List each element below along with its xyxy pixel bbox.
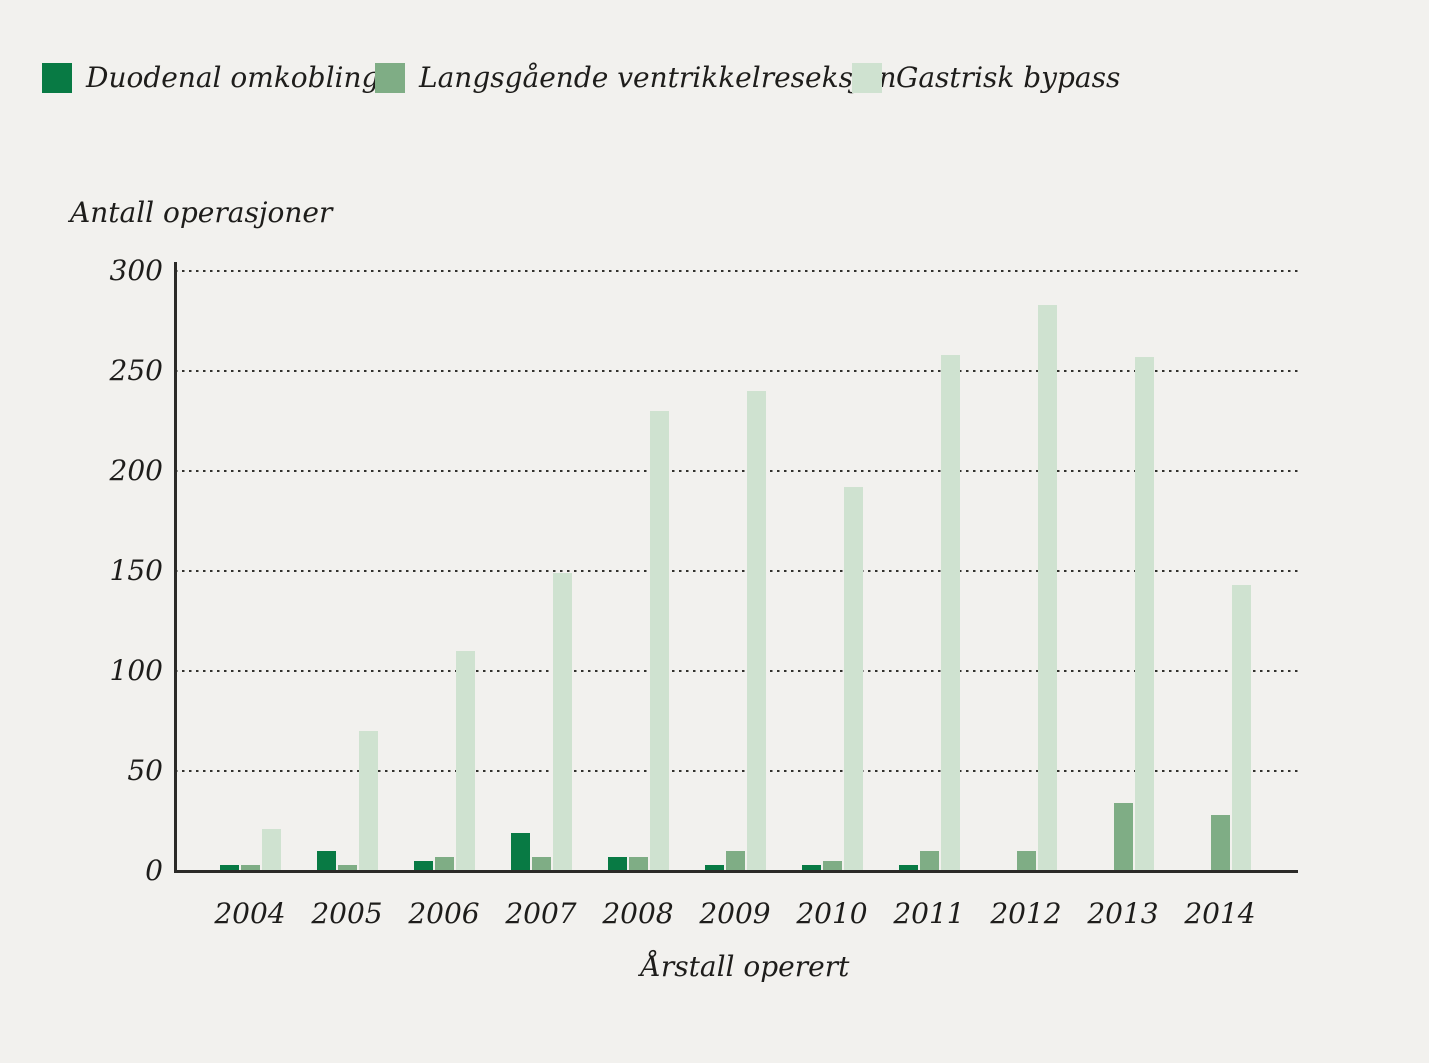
bar-2005-series-1 xyxy=(337,865,357,871)
bar-2011-series-1 xyxy=(919,851,939,871)
y-tick-label-150: 150 xyxy=(109,554,163,587)
x-tick-label-2007: 2007 xyxy=(505,897,577,930)
bar-2005-series-0 xyxy=(316,851,336,871)
bar-2005-series-2 xyxy=(358,731,378,871)
x-tick-label-2014: 2014 xyxy=(1184,897,1256,930)
y-tick-label-0: 0 xyxy=(145,854,163,887)
bar-2013-series-1 xyxy=(1113,803,1133,871)
y-tick-label-100: 100 xyxy=(109,654,163,687)
x-tick-label-2004: 2004 xyxy=(214,897,286,930)
bar-2012-series-1 xyxy=(1016,851,1036,871)
gridline-150 xyxy=(175,570,1298,572)
gridline-50 xyxy=(175,770,1298,772)
bar-2010-series-2 xyxy=(843,487,863,871)
bar-2007-series-0 xyxy=(510,833,530,871)
legend-swatch-gastrisk-bypass xyxy=(852,63,882,93)
bar-2008-series-2 xyxy=(649,411,669,871)
bar-2007-series-1 xyxy=(531,857,551,871)
x-tick-label-2013: 2013 xyxy=(1087,897,1159,930)
y-tick-label-200: 200 xyxy=(109,454,163,487)
bar-2013-series-2 xyxy=(1134,357,1154,871)
legend-swatch-langsgaende-ventrikkelreseksjon xyxy=(375,63,405,93)
bar-2014-series-2 xyxy=(1231,585,1251,871)
y-tick-label-300: 300 xyxy=(109,254,163,287)
bar-2008-series-1 xyxy=(628,857,648,871)
y-axis-title: Antall operasjoner xyxy=(70,196,333,229)
gridline-300 xyxy=(175,270,1298,272)
y-tick-label-250: 250 xyxy=(109,354,163,387)
y-axis-line xyxy=(174,262,177,873)
x-tick-label-2006: 2006 xyxy=(408,897,480,930)
bar-2006-series-0 xyxy=(413,861,433,871)
x-axis-title: Årstall operert xyxy=(640,950,850,983)
x-tick-label-2008: 2008 xyxy=(602,897,674,930)
bar-2004-series-1 xyxy=(240,865,260,871)
bar-2010-series-0 xyxy=(801,865,821,871)
bar-2010-series-1 xyxy=(822,861,842,871)
bar-2009-series-0 xyxy=(704,865,724,871)
gridline-100 xyxy=(175,670,1298,672)
bar-2008-series-0 xyxy=(607,857,627,871)
x-tick-label-2009: 2009 xyxy=(699,897,771,930)
bar-2006-series-2 xyxy=(455,651,475,871)
x-tick-label-2011: 2011 xyxy=(893,897,965,930)
y-tick-label-50: 50 xyxy=(127,754,163,787)
bar-2012-series-2 xyxy=(1037,305,1057,871)
legend-swatch-duodenal-omkobling xyxy=(42,63,72,93)
x-axis-line xyxy=(175,870,1298,873)
legend-label: Langsgående ventrikkelreseksjon xyxy=(419,61,897,94)
x-tick-label-2005: 2005 xyxy=(311,897,383,930)
x-tick-label-2012: 2012 xyxy=(990,897,1062,930)
bar-2011-series-0 xyxy=(898,865,918,871)
bar-2014-series-1 xyxy=(1210,815,1230,871)
bar-2009-series-1 xyxy=(725,851,745,871)
gridline-250 xyxy=(175,370,1298,372)
legend-label: Gastrisk bypass xyxy=(896,61,1121,94)
bar-2004-series-0 xyxy=(219,865,239,871)
legend: Duodenal omkobling Langsgående ventrikke… xyxy=(0,62,1429,94)
legend-item-langsgaende-ventrikkelreseksjon: Langsgående ventrikkelreseksjon xyxy=(375,62,897,94)
x-tick-label-2010: 2010 xyxy=(796,897,868,930)
legend-item-duodenal-omkobling: Duodenal omkobling xyxy=(42,62,379,94)
bar-2007-series-2 xyxy=(552,573,572,871)
bar-2009-series-2 xyxy=(746,391,766,871)
bar-2011-series-2 xyxy=(940,355,960,871)
bar-2004-series-2 xyxy=(261,829,281,871)
legend-label: Duodenal omkobling xyxy=(86,61,380,94)
bar-2006-series-1 xyxy=(434,857,454,871)
legend-item-gastrisk-bypass: Gastrisk bypass xyxy=(852,62,1120,94)
gridline-200 xyxy=(175,470,1298,472)
